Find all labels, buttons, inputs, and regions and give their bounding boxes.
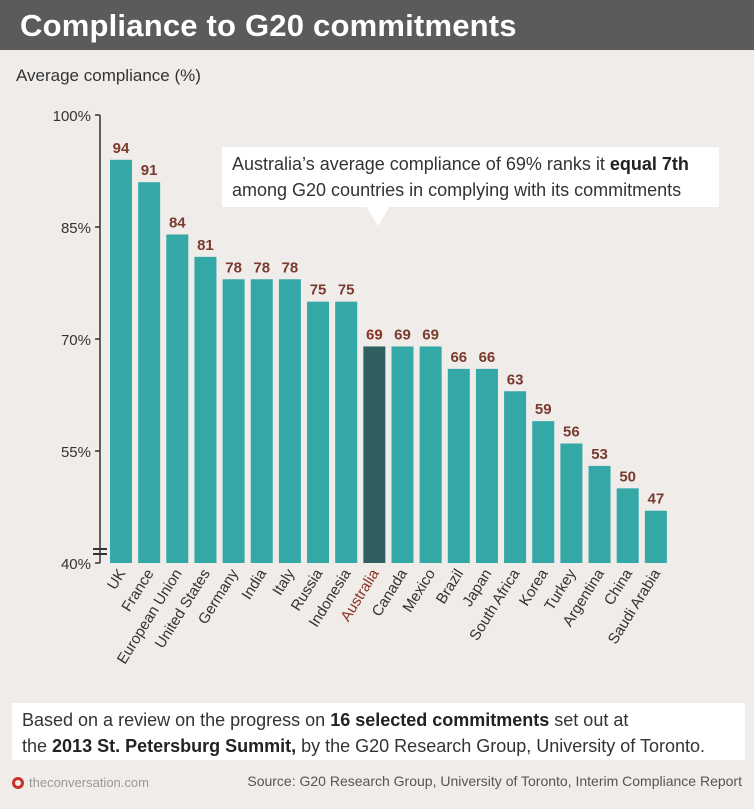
- y-axis-label: Average compliance (%): [16, 66, 201, 85]
- bar-value-label: 94: [113, 140, 130, 157]
- bar: [447, 368, 470, 563]
- bar-value-label: 84: [169, 214, 186, 231]
- footer: theconversation.com Source: G20 Research…: [0, 762, 754, 809]
- note-line1-post: set out at: [549, 710, 629, 730]
- category-label: UK: [104, 566, 129, 593]
- bar-value-label: 66: [450, 349, 467, 366]
- bar-value-label: 91: [141, 162, 158, 179]
- callout-text-bold: equal 7th: [609, 154, 689, 174]
- y-tick-label: 85%: [61, 220, 91, 237]
- header-bar: Compliance to G20 commitments: [0, 0, 754, 50]
- bar: [222, 279, 245, 563]
- bar: [419, 346, 442, 563]
- note-line1-bold: 16 selected commitments: [330, 710, 550, 730]
- callout-box: Australia’s average compliance of 69% ra…: [222, 147, 719, 207]
- logo-text: theconversation.com: [29, 775, 149, 790]
- bar-value-label: 50: [619, 468, 636, 485]
- bar: [110, 159, 132, 564]
- source-note: Source: G20 Research Group, University o…: [247, 773, 742, 789]
- logo-icon: [12, 777, 24, 789]
- bar-value-label: 75: [310, 282, 327, 299]
- bar-value-label: 69: [394, 326, 411, 343]
- bar: [504, 391, 527, 563]
- y-tick-label: 100%: [53, 108, 91, 125]
- bar-value-label: 53: [591, 446, 608, 463]
- note-line2-bold: 2013 St. Petersburg Summit,: [52, 736, 297, 756]
- bar-value-label: 75: [338, 282, 355, 299]
- category-label: India: [238, 566, 270, 603]
- bar-value-label: 59: [535, 401, 552, 418]
- bar: [194, 256, 217, 563]
- bar-value-label: 66: [479, 349, 496, 366]
- bar-value-label: 81: [197, 237, 214, 254]
- callout-text-post: among G20 countries in complying with it…: [232, 180, 682, 200]
- bar: [335, 301, 358, 563]
- y-tick-label: 70%: [61, 332, 91, 349]
- bar: [166, 234, 189, 563]
- bar: [391, 346, 414, 563]
- bar: [363, 346, 386, 563]
- callout-pointer: [366, 206, 390, 226]
- bar: [644, 510, 667, 563]
- bar: [560, 443, 583, 563]
- bar: [138, 182, 161, 563]
- bar: [475, 368, 498, 563]
- bar-value-label: 56: [563, 424, 580, 441]
- bar: [250, 279, 273, 563]
- bar-value-label: 69: [366, 326, 383, 343]
- y-tick-label: 40%: [61, 556, 91, 573]
- page-title: Compliance to G20 commitments: [20, 8, 517, 43]
- note-line2-post: by the G20 Research Group, University of…: [296, 736, 705, 756]
- bar-value-label: 63: [507, 371, 524, 388]
- bar: [616, 488, 639, 563]
- bar-value-label: 78: [282, 259, 299, 276]
- bar: [278, 279, 301, 563]
- note-line2-pre: the: [22, 736, 53, 756]
- note-line1-pre: Based on a review on the progress on: [22, 710, 331, 730]
- y-tick-label: 55%: [61, 444, 91, 461]
- bar-value-label: 78: [225, 259, 242, 276]
- bar: [588, 465, 611, 563]
- callout-text-pre: Australia’s average compliance of 69% ra…: [232, 154, 610, 174]
- bar: [307, 301, 330, 563]
- bar-value-label: 69: [422, 326, 439, 343]
- note-box: Based on a review on the progress on 16 …: [12, 703, 745, 760]
- bar: [532, 421, 555, 563]
- logo[interactable]: theconversation.com: [12, 775, 149, 790]
- bar-value-label: 78: [253, 259, 270, 276]
- bar-value-label: 47: [648, 491, 665, 508]
